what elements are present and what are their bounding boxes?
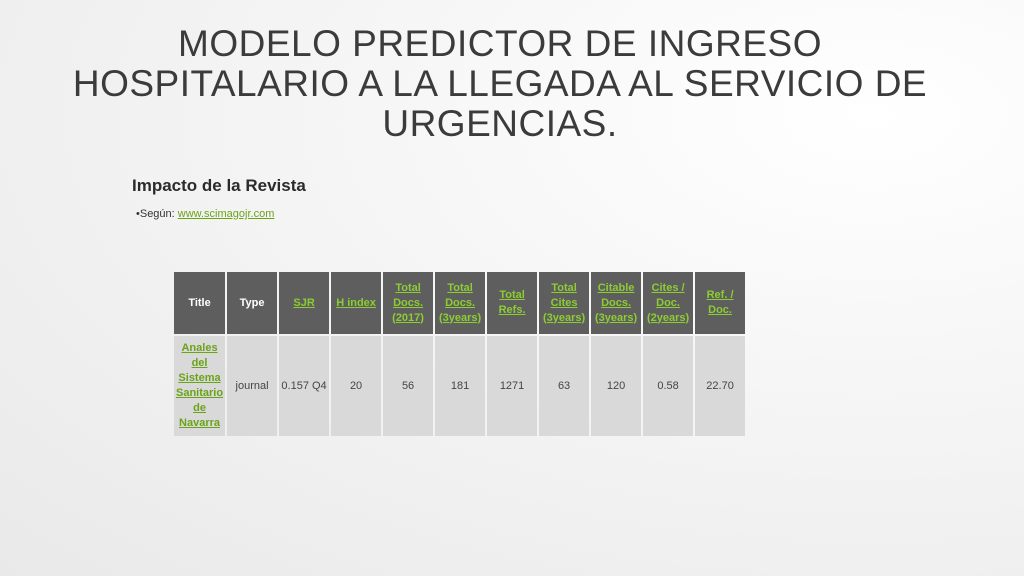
header-total-docs-3years[interactable]: Total Docs. (3years): [435, 272, 486, 334]
header-ref-per-doc[interactable]: Ref. / Doc.: [695, 272, 746, 334]
header-total-refs[interactable]: Total Refs.: [487, 272, 538, 334]
cell-sjr: 0.157 Q4: [279, 336, 330, 436]
header-sjr[interactable]: SJR: [279, 272, 330, 334]
header-h-index[interactable]: H index: [331, 272, 382, 334]
cell-h-index: 20: [331, 336, 382, 436]
cell-journal-title[interactable]: Anales del Sistema Sanitario de Navarra: [174, 336, 226, 436]
header-total-cites-3years[interactable]: Total Cites (3years): [539, 272, 590, 334]
cell-total-cites-3years: 63: [539, 336, 590, 436]
slide-title: MODELO PREDICTOR DE INGRESO HOSPITALARIO…: [72, 23, 928, 144]
header-type: Type: [227, 272, 278, 334]
cell-total-docs-3years: 181: [435, 336, 486, 436]
cell-cites-per-doc-2years: 0.58: [643, 336, 694, 436]
cell-citable-docs-3years: 120: [591, 336, 642, 436]
header-citable-docs-3years[interactable]: Citable Docs. (3years): [591, 272, 642, 334]
section-subtitle: Impacto de la Revista: [132, 176, 306, 195]
cell-type: journal: [227, 336, 278, 436]
table-row: Anales del Sistema Sanitario de Navarra …: [174, 336, 746, 436]
source-line: •Según: www.scimagojr.com: [136, 208, 274, 220]
cell-total-refs: 1271: [487, 336, 538, 436]
journal-metrics-table: Title Type SJR H index Total Docs. (2017…: [172, 270, 747, 438]
header-title: Title: [174, 272, 226, 334]
source-prefix: •Según:: [136, 208, 178, 220]
header-total-docs-2017[interactable]: Total Docs. (2017): [383, 272, 434, 334]
cell-total-docs-2017: 56: [383, 336, 434, 436]
header-cites-per-doc-2years[interactable]: Cites / Doc. (2years): [643, 272, 694, 334]
cell-ref-per-doc: 22.70: [695, 336, 746, 436]
source-link[interactable]: www.scimagojr.com: [177, 208, 275, 220]
table-header-row: Title Type SJR H index Total Docs. (2017…: [174, 272, 746, 334]
